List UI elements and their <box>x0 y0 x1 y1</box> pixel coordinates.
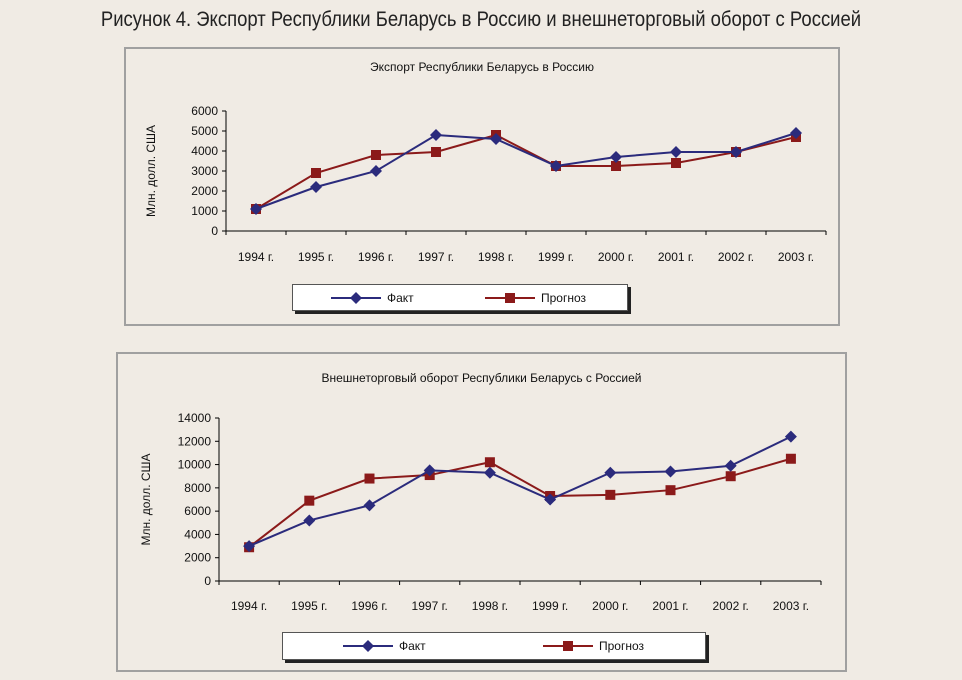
data-point-fact <box>490 133 502 145</box>
data-point-forecast <box>605 489 616 500</box>
x-tick-label: 1997 г. <box>412 599 448 613</box>
y-tick-label: 0 <box>204 574 211 588</box>
y-tick-label: 0 <box>211 224 218 238</box>
x-tick-label: 1997 г. <box>418 250 454 264</box>
data-point-fact <box>430 129 442 141</box>
data-point-forecast <box>725 471 736 482</box>
legend-label-fact: Факт <box>399 639 426 653</box>
x-tick-label: 2003 г. <box>773 599 809 613</box>
y-tick-label: 14000 <box>178 411 212 425</box>
data-point-fact <box>664 465 677 478</box>
series-line-fact <box>255 132 797 210</box>
series-line-forecast <box>248 457 792 549</box>
chart-title: Внешнеторговый оборот Республики Беларус… <box>321 371 642 385</box>
chart-title: Экспорт Республики Беларусь в Россию <box>370 60 594 74</box>
x-tick-label: 2002 г. <box>713 599 749 613</box>
y-tick-label: 6000 <box>184 504 211 518</box>
y-axis-label: Млн. долл. США <box>139 453 153 545</box>
data-point-fact <box>483 466 496 479</box>
data-point-forecast <box>785 453 796 464</box>
data-point-fact <box>310 181 322 193</box>
series-line-forecast <box>255 133 797 210</box>
x-tick-label: 2000 г. <box>598 250 634 264</box>
legend-item-forecast: Прогноз <box>485 285 586 310</box>
x-tick-label: 2003 г. <box>778 250 814 264</box>
x-tick-label: 1996 г. <box>351 599 387 613</box>
y-tick-label: 8000 <box>184 481 211 495</box>
data-point-forecast <box>431 147 441 157</box>
y-tick-label: 1000 <box>191 204 218 218</box>
data-point-fact <box>544 493 557 506</box>
chart-legend: Факт Прогноз <box>282 632 706 660</box>
x-tick-label: 1998 г. <box>472 599 508 613</box>
y-tick-label: 4000 <box>191 144 218 158</box>
x-tick-label: 1999 г. <box>538 250 574 264</box>
data-point-fact <box>724 459 737 472</box>
legend-item-forecast: Прогноз <box>543 633 644 659</box>
data-point-fact <box>670 146 682 158</box>
data-point-forecast <box>665 485 676 496</box>
y-tick-label: 12000 <box>178 434 212 448</box>
data-point-forecast <box>364 473 375 484</box>
data-point-fact <box>550 160 562 172</box>
data-point-forecast <box>371 150 381 160</box>
x-tick-label: 1994 г. <box>238 250 274 264</box>
x-tick-label: 1996 г. <box>358 250 394 264</box>
x-tick-label: 1995 г. <box>298 250 334 264</box>
y-tick-label: 6000 <box>191 104 218 118</box>
trade-turnover-chart-plot: 0 2000 4000 6000 8000 10000 12000 14000 1994 г. 1… <box>139 411 822 613</box>
figure-title: Рисунок 4. Экспорт Республики Беларусь в… <box>100 8 862 31</box>
x-tick-label: 2001 г. <box>652 599 688 613</box>
data-point-fact <box>610 151 622 163</box>
fact-legend-marker <box>343 640 393 652</box>
forecast-legend-marker <box>543 641 593 651</box>
x-tick-label: 1994 г. <box>231 599 267 613</box>
data-point-fact <box>363 499 376 512</box>
data-point-fact <box>250 203 262 215</box>
export-chart: Экспорт Республики Беларусь в Россию 0 10… <box>124 47 840 326</box>
forecast-legend-marker <box>485 292 535 303</box>
legend-item-fact: Факт <box>331 285 414 310</box>
data-point-forecast <box>304 495 315 506</box>
legend-label-fact: Факт <box>387 290 414 305</box>
x-tick-label: 1999 г. <box>532 599 568 613</box>
data-point-forecast <box>311 168 321 178</box>
data-point-fact <box>370 165 382 177</box>
data-point-fact <box>423 464 436 477</box>
data-point-fact <box>303 514 316 527</box>
x-tick-label: 2002 г. <box>718 250 754 264</box>
x-tick-label: 1995 г. <box>291 599 327 613</box>
legend-label-forecast: Прогноз <box>541 290 587 305</box>
y-tick-label: 2000 <box>191 184 218 198</box>
y-tick-label: 4000 <box>184 527 211 541</box>
data-point-fact <box>604 466 617 479</box>
data-point-forecast <box>611 161 621 171</box>
data-point-fact <box>243 540 256 553</box>
data-point-forecast <box>671 158 681 168</box>
export-chart-plot: 0 1000 2000 3000 4000 5000 6000 1994 г. 1995 г. 1… <box>144 104 827 264</box>
data-point-fact <box>790 127 802 139</box>
x-tick-label: 2000 г. <box>592 599 628 613</box>
legend-item-fact: Факт <box>343 633 426 659</box>
series-line-fact <box>248 435 792 547</box>
y-tick-label: 2000 <box>184 551 211 565</box>
y-tick-label: 5000 <box>191 124 218 138</box>
legend-label-forecast: Прогноз <box>599 639 645 653</box>
x-tick-label: 1998 г. <box>478 250 514 264</box>
data-point-fact <box>730 146 742 158</box>
y-tick-label: 10000 <box>178 458 212 472</box>
data-point-fact <box>784 430 797 443</box>
x-tick-label: 2001 г. <box>658 250 694 264</box>
chart-legend: Факт Прогноз <box>292 284 628 311</box>
trade-turnover-chart: Внешнеторговый оборот Республики Беларус… <box>116 352 847 672</box>
y-tick-label: 3000 <box>191 164 218 178</box>
y-axis-label: Млн. долл. США <box>144 125 158 217</box>
data-point-forecast <box>484 457 495 468</box>
fact-legend-marker <box>331 291 381 304</box>
